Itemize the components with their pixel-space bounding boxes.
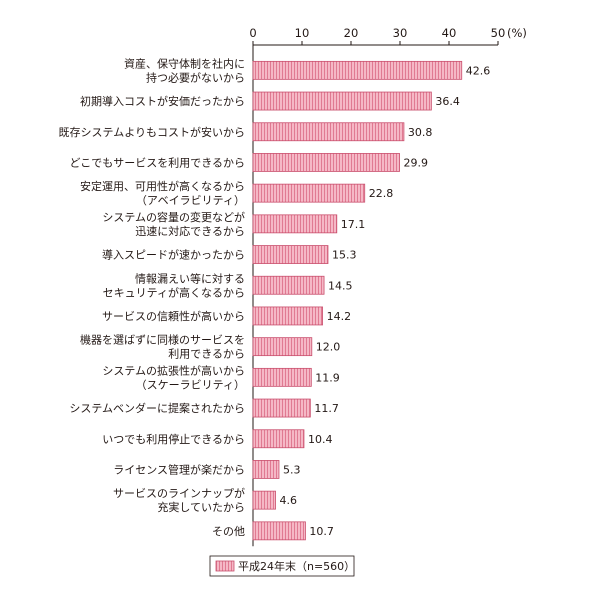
bar (252, 398, 311, 418)
bar (252, 91, 432, 111)
value-label: 10.4 (308, 433, 333, 446)
category-label: ライセンス管理が楽だから (113, 462, 245, 476)
category-label: 安定運用、可用性が高くなるから (80, 179, 245, 193)
bar (252, 367, 312, 387)
value-label: 36.4 (435, 95, 460, 108)
category-label: 導入スピードが速かったから (102, 248, 245, 262)
bar (252, 214, 338, 234)
value-label: 4.6 (280, 494, 298, 507)
bar (252, 153, 400, 172)
x-tick-label: 30 (393, 26, 408, 40)
category-label: その他 (212, 525, 245, 538)
category-label: 利用できるから (168, 348, 245, 361)
category-label: （スケーラビリティ） (136, 378, 245, 391)
category-labels: 資産、保守体制を社内に持つ必要がないから初期導入コストが安価だったから既存システ… (59, 56, 245, 537)
category-label: セキュリティが高くなるから (103, 285, 245, 299)
value-label: 12.0 (316, 341, 341, 354)
value-label: 29.9 (404, 156, 429, 169)
bar (252, 275, 325, 295)
value-label: 17.1 (341, 218, 366, 231)
bar (252, 60, 463, 80)
bar (252, 460, 280, 479)
bar (252, 337, 313, 357)
category-label: サービスの信頼性が高いから (102, 309, 245, 323)
category-label: 資産、保守体制を社内に (124, 56, 245, 70)
legend-label: 平成24年末（n=560） (238, 559, 355, 573)
bars: 42.6 36.4 30.8 29.9 22.8 17.1 15.3 14.5 14.2 12.0… (252, 60, 491, 541)
category-label: いつでも利用停止できるから (102, 432, 245, 446)
value-label: 15.3 (332, 249, 357, 262)
category-label: どこでもサービスを利用できるから (70, 156, 245, 169)
value-label: 22.8 (369, 187, 394, 200)
x-tick-label: 20 (344, 26, 359, 40)
value-label: 30.8 (408, 126, 433, 139)
category-label: 情報漏えい等に対する (135, 271, 245, 285)
category-label: 迅速に対応できるから (135, 224, 245, 238)
x-tick-label: 50 (491, 26, 506, 40)
bar (252, 122, 405, 142)
category-label: 初期導入コストが安価だったから (80, 94, 245, 108)
x-tick-label: 0 (249, 26, 256, 40)
category-label: 機器を選ばずに同様のサービスを (80, 333, 245, 347)
category-label: サービスのラインナップが (113, 486, 245, 500)
category-label: システムベンダーに提案されたから (69, 401, 245, 415)
category-label: 既存システムよりもコストが安いから (59, 125, 245, 139)
x-unit-label: (%) (507, 26, 527, 40)
category-label: 持つ必要がないから (146, 70, 245, 84)
value-label: 14.5 (328, 279, 353, 292)
value-label: 10.7 (309, 525, 334, 538)
category-label: （アベイラビリティ） (136, 194, 245, 207)
legend-swatch (215, 560, 235, 572)
legend-box (209, 555, 355, 577)
legend: 平成24年末（n=560） (209, 555, 355, 577)
bar (252, 245, 329, 264)
x-tick-label: 40 (442, 26, 457, 40)
category-label: システムの容量の変更などが (102, 210, 245, 224)
value-label: 42.6 (466, 64, 491, 77)
bar (252, 429, 305, 449)
value-label: 11.9 (315, 371, 340, 384)
category-label: 充実していたから (157, 500, 245, 514)
value-label: 5.3 (283, 463, 301, 476)
category-label: システムの拡張性が高いから (102, 363, 245, 377)
bar (252, 490, 276, 510)
bar (252, 521, 306, 541)
bar (252, 306, 323, 326)
value-label: 14.2 (327, 310, 352, 323)
bar (252, 183, 366, 203)
x-tick-label: 10 (295, 26, 310, 40)
value-label: 11.7 (314, 402, 339, 415)
